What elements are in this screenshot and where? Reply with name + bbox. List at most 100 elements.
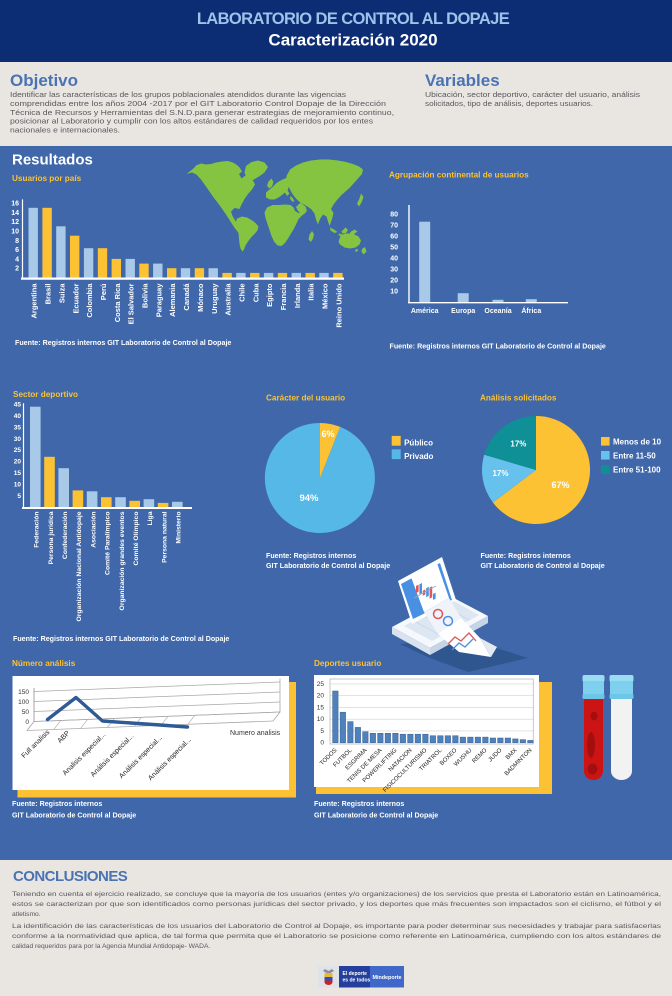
svg-text:Técnica de Recursos y Herramie: Técnica de Recursos y Herramientas del S… [10,108,394,117]
svg-text:6%: 6% [321,429,334,439]
svg-text:94%: 94% [299,493,319,504]
svg-text:80: 80 [390,212,398,219]
svg-text:Menos de 10: Menos de 10 [613,437,662,446]
svg-text:Mónaco: Mónaco [196,283,205,312]
svg-text:El Salvador: El Salvador [127,283,136,324]
svg-text:Reino Unido: Reino Unido [334,283,343,328]
svg-text:LABORATORIO DE CONTROL AL DOPA: LABORATORIO DE CONTROL AL DOPAJE [197,10,510,28]
svg-text:8: 8 [15,238,19,245]
svg-text:Entre 11-50: Entre 11-50 [613,451,656,460]
svg-text:Sector deportivo: Sector deportivo [13,390,78,399]
svg-text:La identificación de las carac: La identificación de las características… [12,923,662,930]
svg-text:Irlanda: Irlanda [293,283,302,308]
svg-text:0: 0 [320,740,324,747]
svg-text:15: 15 [14,470,22,477]
svg-text:Mindeporte: Mindeporte [372,975,401,981]
svg-text:Fuente: Registros internos GIT: Fuente: Registros internos GIT Laborator… [15,339,231,347]
svg-text:20: 20 [14,459,22,466]
svg-text:Perú: Perú [99,283,108,300]
svg-text:Usuarios por país: Usuarios por país [12,174,82,183]
svg-text:35: 35 [14,424,22,431]
svg-text:10: 10 [11,229,19,236]
svg-text:Caracterización 2020: Caracterización 2020 [268,31,437,50]
svg-text:Número análisis: Número análisis [12,659,76,668]
svg-text:El deporte: El deporte [343,971,368,977]
svg-text:Numero analisis: Numero analisis [230,730,281,737]
svg-text:Carácter del usuario: Carácter del usuario [266,394,345,403]
svg-text:Fuente: Registros internos: Fuente: Registros internos [12,800,102,808]
svg-text:Uruguay: Uruguay [210,283,219,314]
svg-text:Variables: Variables [425,71,500,90]
svg-text:2: 2 [15,266,19,273]
svg-text:10: 10 [390,289,398,296]
svg-text:Persona jurídica: Persona jurídica [48,511,55,564]
svg-text:es de todos: es de todos [343,978,371,984]
svg-text:Colombia: Colombia [85,283,94,318]
svg-text:17%: 17% [492,469,508,478]
svg-text:Canadá: Canadá [182,283,191,311]
svg-text:Comité Olímpico: Comité Olímpico [133,512,140,566]
svg-text:Organización Nacional Antidopa: Organización Nacional Antidopaje [76,511,83,621]
svg-text:5: 5 [17,493,21,500]
svg-text:Liga: Liga [147,511,154,525]
svg-text:40: 40 [390,256,398,263]
svg-text:Teniendo en cuenta el ejercici: Teniendo en cuenta el ejercicio realizad… [12,891,661,898]
svg-text:GIT Laboratorio de Control al: GIT Laboratorio de Control al Dopaje [12,812,136,820]
svg-text:30: 30 [14,436,22,443]
svg-text:0: 0 [25,719,29,726]
svg-text:25: 25 [14,447,22,454]
svg-text:50: 50 [390,245,398,252]
svg-text:50: 50 [22,709,30,716]
svg-text:Fuente: Registros internos GIT: Fuente: Registros internos GIT Laborator… [390,343,606,351]
svg-text:Brasil: Brasil [44,284,53,305]
svg-text:Análisis solicitados: Análisis solicitados [480,394,557,403]
svg-text:Suiza: Suiza [57,283,66,303]
svg-text:conforme a la normatividad que: conforme a la normatividad que aplica, d… [12,933,661,940]
svg-text:Chile: Chile [237,284,246,302]
svg-text:6: 6 [15,247,19,254]
svg-text:100: 100 [18,699,29,706]
svg-text:15: 15 [317,704,325,711]
svg-text:20: 20 [390,278,398,285]
svg-text:Persona natural: Persona natural [161,511,168,562]
svg-text:Ubicación, sector deportivo, c: Ubicación, sector deportivo, carácter de… [425,90,640,99]
svg-text:GIT Laboratorio de Control al: GIT Laboratorio de Control al Dopaje [481,562,605,570]
svg-text:comprendidas entre los años 20: comprendidas entre los años 2004 -2017 p… [10,99,386,108]
svg-text:14: 14 [11,210,19,217]
svg-text:30: 30 [390,267,398,274]
svg-text:17%: 17% [510,439,526,448]
svg-text:5: 5 [320,728,324,735]
svg-text:Federación: Federación [34,512,41,548]
svg-text:Fuente: Registros internos: Fuente: Registros internos [314,800,404,808]
svg-text:Agrupación continental de usua: Agrupación continental de usuarios [389,171,529,180]
svg-text:Deportes usuario: Deportes usuario [314,659,381,668]
svg-text:10: 10 [317,716,325,723]
svg-text:70: 70 [390,223,398,230]
svg-text:Bolivia: Bolivia [141,283,150,308]
svg-text:40: 40 [14,413,22,420]
svg-text:Asociación: Asociación [90,512,97,548]
svg-text:Italia: Italia [307,283,316,301]
svg-text:Ecuador: Ecuador [71,283,80,313]
svg-text:Costa Rica: Costa Rica [113,283,122,323]
svg-text:150: 150 [18,689,29,696]
svg-text:GIT Laboratorio de Control al: GIT Laboratorio de Control al Dopaje [314,812,438,820]
svg-text:Ministerio: Ministerio [176,512,183,544]
svg-text:México: México [321,283,330,309]
svg-text:67%: 67% [551,480,569,490]
svg-text:América: América [411,308,439,315]
svg-text:60: 60 [390,234,398,241]
svg-text:Confederación: Confederación [62,512,69,560]
svg-text:Comité Paralímpico: Comité Paralímpico [105,512,112,575]
svg-text:25: 25 [317,681,325,688]
svg-text:Oceanía: Oceanía [484,308,511,315]
svg-text:Fuente: Registros internos: Fuente: Registros internos [266,552,356,560]
svg-text:GIT Laboratorio de Control al: GIT Laboratorio de Control al Dopaje [266,562,390,570]
svg-text:Privado: Privado [404,452,433,461]
svg-text:Europa: Europa [451,308,475,315]
svg-text:20: 20 [317,693,325,700]
svg-text:Fuente: Registros internos GIT: Fuente: Registros internos GIT Laborator… [13,635,229,643]
svg-text:Organización grandes eventos: Organización grandes eventos [119,511,126,610]
svg-text:16: 16 [11,201,19,208]
svg-text:calidad requeridos para por la: calidad requeridos para por la Agencia M… [12,943,210,950]
